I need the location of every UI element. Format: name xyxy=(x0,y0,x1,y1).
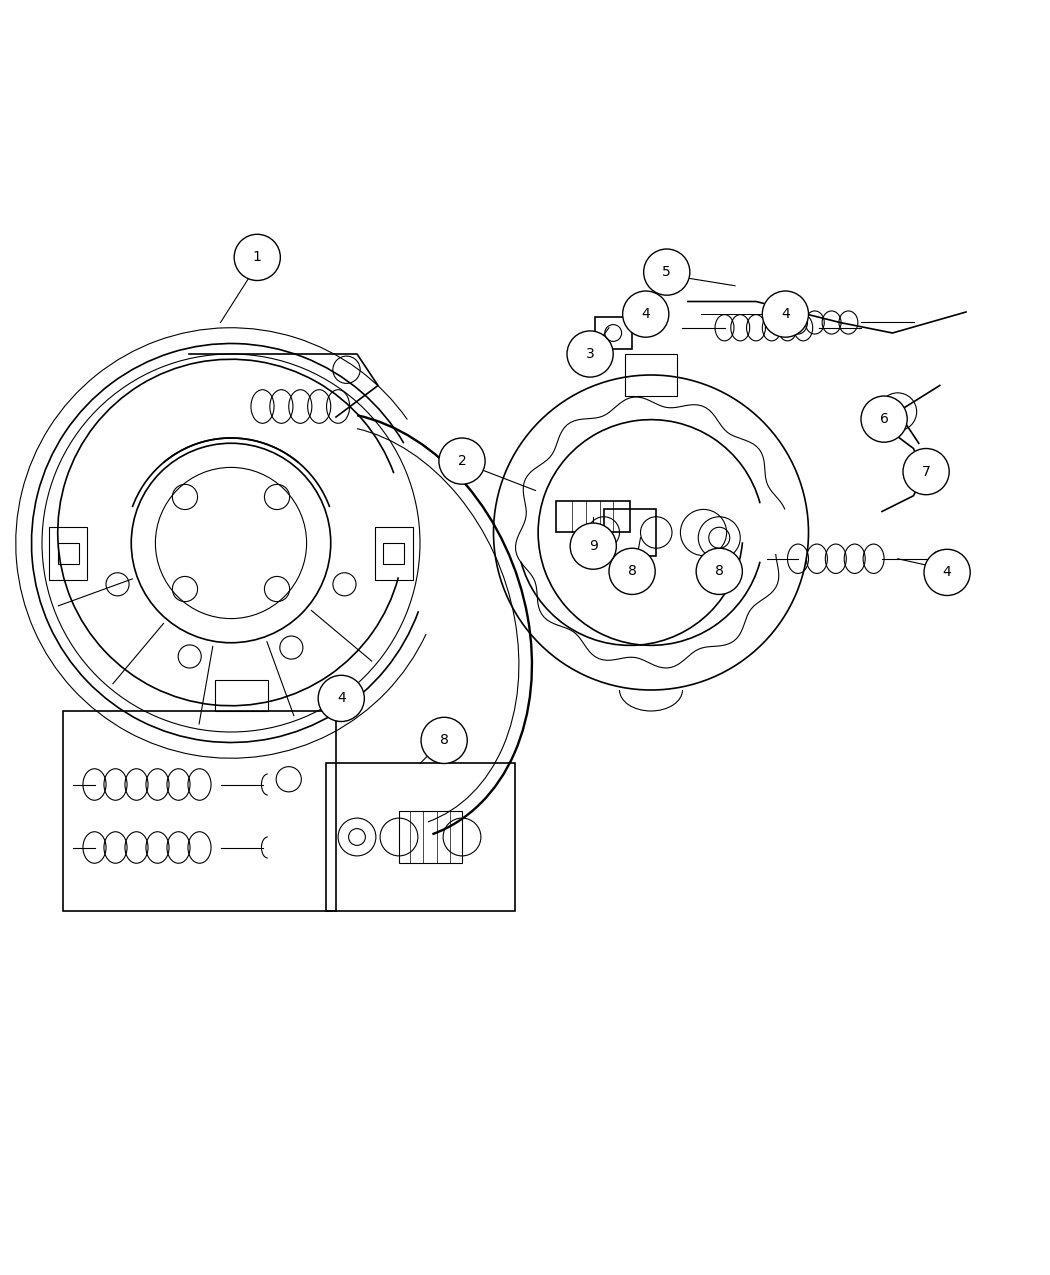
Bar xyxy=(595,317,632,349)
Bar xyxy=(375,528,413,580)
Bar xyxy=(383,543,404,564)
Text: 4: 4 xyxy=(943,565,951,579)
Bar xyxy=(556,501,630,533)
Circle shape xyxy=(234,235,280,280)
Circle shape xyxy=(924,550,970,595)
Circle shape xyxy=(318,676,364,722)
Text: 8: 8 xyxy=(440,733,448,747)
Text: 9: 9 xyxy=(589,539,597,553)
Circle shape xyxy=(696,548,742,594)
Text: 1: 1 xyxy=(253,250,261,264)
Circle shape xyxy=(762,291,808,337)
Text: 4: 4 xyxy=(337,691,345,705)
Circle shape xyxy=(903,449,949,495)
Circle shape xyxy=(570,523,616,569)
Text: 4: 4 xyxy=(781,307,790,321)
Text: 8: 8 xyxy=(628,565,636,579)
Circle shape xyxy=(609,548,655,594)
Bar xyxy=(399,811,462,863)
Text: 4: 4 xyxy=(642,307,650,321)
Text: 2: 2 xyxy=(458,454,466,468)
Circle shape xyxy=(644,249,690,296)
Bar xyxy=(49,528,87,580)
Circle shape xyxy=(623,291,669,337)
Circle shape xyxy=(567,332,613,377)
Text: 8: 8 xyxy=(715,565,723,579)
Bar xyxy=(58,543,79,564)
Bar xyxy=(215,680,268,711)
Bar xyxy=(625,354,677,397)
Circle shape xyxy=(439,439,485,484)
Text: 6: 6 xyxy=(880,412,888,426)
Text: 5: 5 xyxy=(663,265,671,279)
Circle shape xyxy=(861,397,907,442)
Bar xyxy=(604,510,656,556)
Circle shape xyxy=(421,718,467,764)
Text: 7: 7 xyxy=(922,464,930,478)
Text: 3: 3 xyxy=(586,347,594,361)
